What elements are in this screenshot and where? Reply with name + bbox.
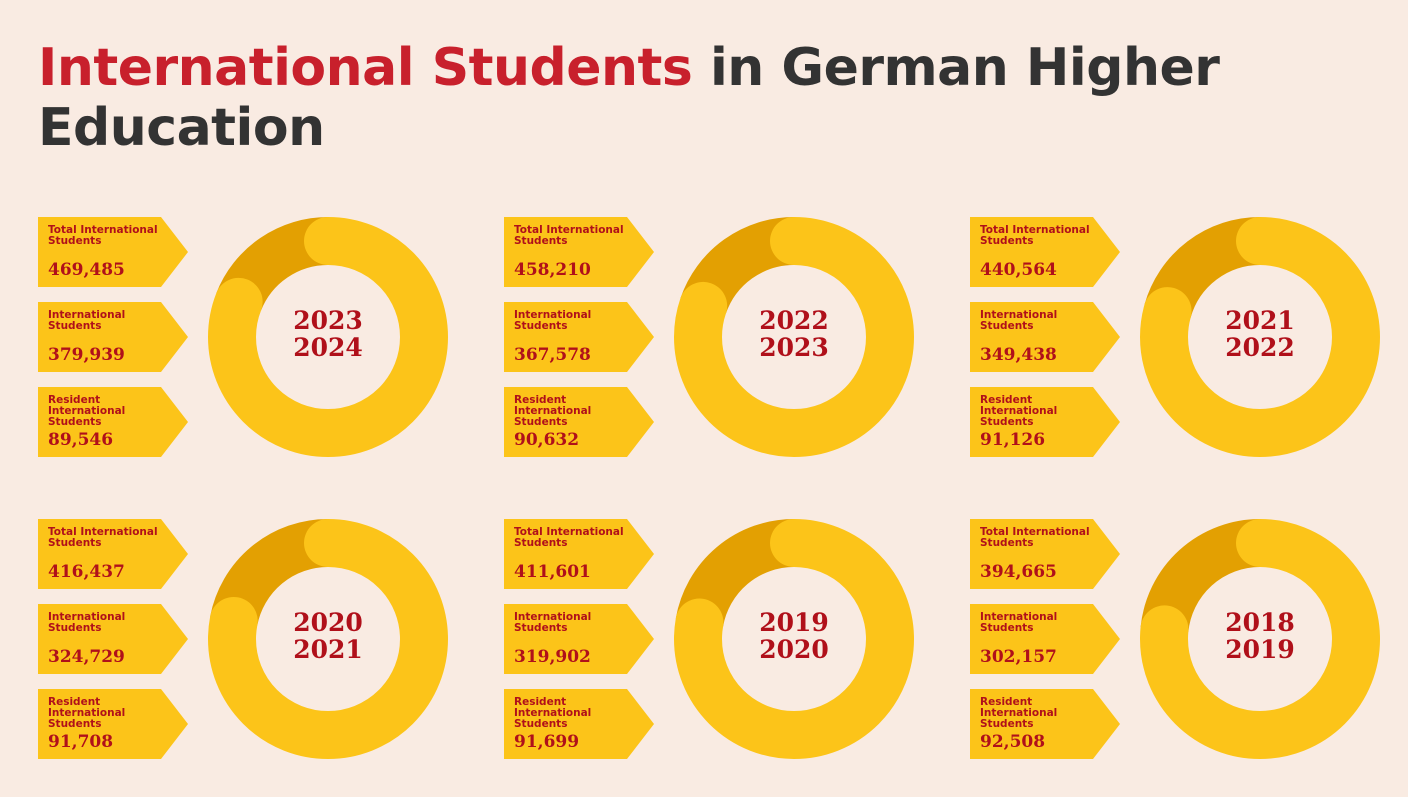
tag-resident-value: 92,508 bbox=[980, 732, 1046, 752]
tag-international: International Students 367,578 bbox=[504, 302, 654, 372]
tag-total-value: 440,564 bbox=[980, 260, 1057, 280]
year-start: 2019 bbox=[759, 608, 829, 637]
donut-slice-international bbox=[208, 217, 448, 457]
year-label: 2023 2024 bbox=[208, 307, 448, 361]
year-end: 2024 bbox=[293, 333, 363, 362]
tag-total-value: 416,437 bbox=[48, 562, 125, 582]
tag-international: International Students 324,729 bbox=[38, 604, 188, 674]
tag-total-label: Total International Students bbox=[48, 526, 158, 549]
tag-international: International Students 319,902 bbox=[504, 604, 654, 674]
tag-total-label: Total International Students bbox=[514, 526, 624, 549]
tag-international-value: 379,939 bbox=[48, 345, 125, 365]
chart-panel-2020-2021: Total International Students 416,437 Inter… bbox=[38, 519, 478, 763]
tag-total-value: 469,485 bbox=[48, 260, 125, 280]
tag-total-value: 411,601 bbox=[514, 562, 591, 582]
tag-international-value: 367,578 bbox=[514, 345, 591, 365]
tag-international-value: 302,157 bbox=[980, 647, 1057, 667]
tag-total: Total International Students 458,210 bbox=[504, 217, 654, 287]
tag-international-value: 319,902 bbox=[514, 647, 591, 667]
year-label: 2022 2023 bbox=[674, 307, 914, 361]
tag-resident-value: 90,632 bbox=[514, 430, 580, 450]
year-start: 2018 bbox=[1225, 608, 1295, 637]
tag-international: International Students 379,939 bbox=[38, 302, 188, 372]
donut-chart bbox=[208, 519, 448, 759]
title-highlight: International Students bbox=[38, 38, 693, 98]
tag-resident: Resident International Students 90,632 bbox=[504, 387, 654, 457]
tag-resident-label: Resident International Students bbox=[48, 696, 126, 730]
tag-resident-value: 91,699 bbox=[514, 732, 580, 752]
year-start: 2023 bbox=[293, 306, 363, 335]
chart-panel-2018-2019: Total International Students 394,665 Inter… bbox=[970, 519, 1408, 763]
year-end: 2021 bbox=[293, 635, 363, 664]
tag-resident-label: Resident International Students bbox=[980, 696, 1058, 730]
year-label: 2019 2020 bbox=[674, 609, 914, 663]
tag-international-label: International Students bbox=[980, 309, 1058, 332]
tag-resident: Resident International Students 91,699 bbox=[504, 689, 654, 759]
year-start: 2021 bbox=[1225, 306, 1295, 335]
year-label: 2020 2021 bbox=[208, 609, 448, 663]
tag-international: International Students 349,438 bbox=[970, 302, 1120, 372]
year-end: 2023 bbox=[759, 333, 829, 362]
tag-total-label: Total International Students bbox=[980, 526, 1090, 549]
tag-resident-label: Resident International Students bbox=[514, 696, 592, 730]
tag-resident-label: Resident International Students bbox=[980, 394, 1058, 428]
tag-international-value: 349,438 bbox=[980, 345, 1057, 365]
title-rest: in German Higher Education bbox=[38, 38, 1220, 158]
year-end: 2022 bbox=[1225, 333, 1295, 362]
tag-international-label: International Students bbox=[514, 611, 592, 634]
tag-resident-value: 91,708 bbox=[48, 732, 114, 752]
donut-chart bbox=[208, 217, 448, 457]
page-title: International Students in German Higher … bbox=[38, 38, 1238, 158]
tag-resident: Resident International Students 91,126 bbox=[970, 387, 1120, 457]
donut-slice-international bbox=[208, 519, 448, 759]
year-label: 2021 2022 bbox=[1140, 307, 1380, 361]
donut-chart bbox=[674, 217, 914, 457]
donut-chart bbox=[1140, 217, 1380, 457]
tag-total-value: 458,210 bbox=[514, 260, 591, 280]
donut-chart bbox=[674, 519, 914, 759]
tag-resident-label: Resident International Students bbox=[514, 394, 592, 428]
chart-panel-2019-2020: Total International Students 411,601 Inter… bbox=[504, 519, 944, 763]
donut-chart bbox=[1140, 519, 1380, 759]
donut-slice-international bbox=[1140, 217, 1380, 457]
donut-slice-international bbox=[1140, 519, 1380, 759]
tag-resident: Resident International Students 89,546 bbox=[38, 387, 188, 457]
tag-resident: Resident International Students 92,508 bbox=[970, 689, 1120, 759]
tag-total-label: Total International Students bbox=[980, 224, 1090, 247]
year-end: 2020 bbox=[759, 635, 829, 664]
year-end: 2019 bbox=[1225, 635, 1295, 664]
tag-international-label: International Students bbox=[48, 309, 126, 332]
year-start: 2022 bbox=[759, 306, 829, 335]
tag-total-label: Total International Students bbox=[48, 224, 158, 247]
tag-total-value: 394,665 bbox=[980, 562, 1057, 582]
chart-panel-2023-2024: Total International Students 469,485 Inter… bbox=[38, 217, 478, 461]
year-label: 2018 2019 bbox=[1140, 609, 1380, 663]
tag-international-label: International Students bbox=[514, 309, 592, 332]
tag-international-value: 324,729 bbox=[48, 647, 125, 667]
tag-total: Total International Students 394,665 bbox=[970, 519, 1120, 589]
tag-resident: Resident International Students 91,708 bbox=[38, 689, 188, 759]
tag-resident-value: 89,546 bbox=[48, 430, 114, 450]
tag-total-label: Total International Students bbox=[514, 224, 624, 247]
chart-panel-2022-2023: Total International Students 458,210 Inter… bbox=[504, 217, 944, 461]
tag-resident-value: 91,126 bbox=[980, 430, 1046, 450]
tag-international: International Students 302,157 bbox=[970, 604, 1120, 674]
tag-total: Total International Students 416,437 bbox=[38, 519, 188, 589]
year-start: 2020 bbox=[293, 608, 363, 637]
tag-international-label: International Students bbox=[980, 611, 1058, 634]
tag-resident-label: Resident International Students bbox=[48, 394, 126, 428]
donut-slice-international bbox=[674, 217, 914, 457]
tag-total: Total International Students 469,485 bbox=[38, 217, 188, 287]
tag-total: Total International Students 411,601 bbox=[504, 519, 654, 589]
tag-international-label: International Students bbox=[48, 611, 126, 634]
tag-total: Total International Students 440,564 bbox=[970, 217, 1120, 287]
chart-panel-2021-2022: Total International Students 440,564 Inter… bbox=[970, 217, 1408, 461]
donut-slice-international bbox=[674, 519, 914, 759]
